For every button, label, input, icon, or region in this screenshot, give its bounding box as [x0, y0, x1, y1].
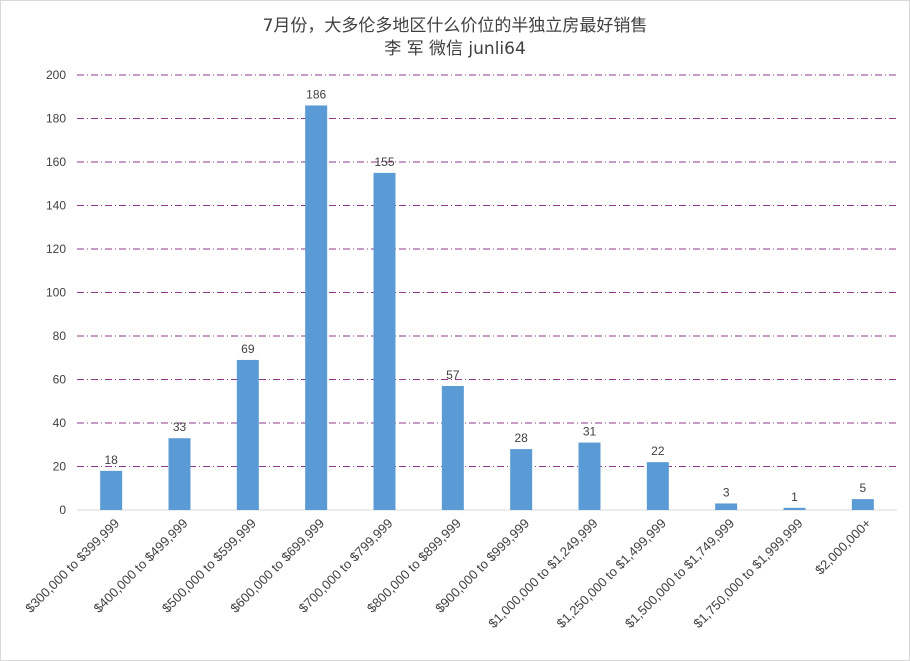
data-label: 33 [173, 420, 187, 434]
data-label: 155 [374, 155, 394, 169]
bar [510, 449, 533, 510]
x-axis: $300,000 to $399,999$400,000 to $499,999… [22, 516, 874, 631]
data-label: 57 [446, 368, 460, 382]
bar [783, 507, 806, 510]
data-label: 186 [306, 87, 326, 101]
data-label: 69 [241, 342, 255, 356]
bar [646, 462, 669, 510]
bar [373, 172, 396, 510]
x-tick-label: $1,250,000 to $1,499,999 [554, 516, 669, 631]
y-tick-label: 140 [46, 199, 66, 213]
y-tick-label: 40 [53, 416, 67, 430]
y-tick-label: 20 [53, 460, 67, 474]
data-label: 1 [791, 490, 798, 504]
bar [851, 499, 874, 510]
data-label: 18 [104, 453, 118, 467]
bar [578, 442, 601, 510]
y-axis: 0 20 40 60 80 100 120 140 160 180 200 [46, 68, 897, 517]
bar [305, 105, 328, 510]
y-tick-label: 60 [53, 373, 67, 387]
data-label: 31 [583, 425, 597, 439]
data-label: 28 [514, 431, 528, 445]
y-tick-label: 180 [46, 112, 66, 126]
bars [100, 105, 874, 510]
gridlines [77, 74, 897, 467]
y-tick-label: 100 [46, 286, 66, 300]
data-label: 5 [859, 481, 866, 495]
data-label: 3 [723, 485, 730, 499]
bar [236, 359, 259, 510]
data-label: 22 [651, 444, 665, 458]
chart-subtitle: 李 军 微信 junli64 [384, 39, 526, 59]
y-tick-label: 160 [46, 155, 66, 169]
x-tick-label: $1,500,000 to $1,749,999 [622, 516, 737, 631]
bar [715, 503, 738, 510]
bar [441, 386, 464, 510]
bar [100, 470, 123, 510]
x-tick-label: $1,000,000 to $1,249,999 [485, 516, 600, 631]
x-tick-label: $1,750,000 to $1,999,999 [690, 516, 805, 631]
chart-title: 7月份，大多伦多地区什么价位的半独立房最好销售 [262, 16, 648, 36]
bar [168, 438, 191, 510]
y-tick-label: 120 [46, 242, 66, 256]
x-tick-label: $2,000,000+ [812, 516, 874, 578]
y-tick-label: 80 [53, 329, 67, 343]
y-tick-label: 0 [59, 503, 66, 517]
y-tick-label: 200 [46, 68, 66, 82]
